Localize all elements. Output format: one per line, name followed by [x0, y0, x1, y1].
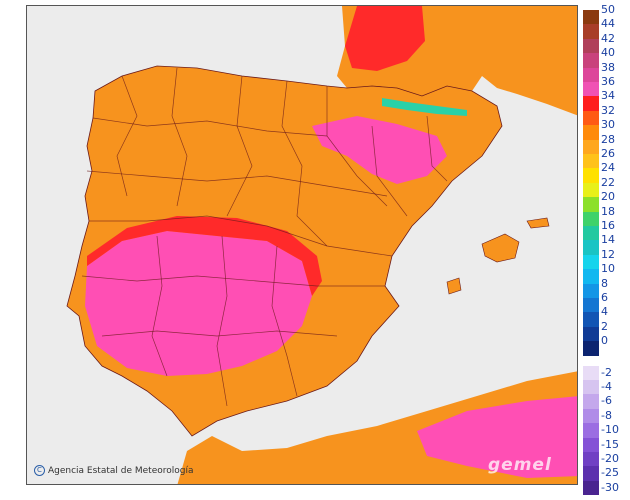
legend-swatch	[583, 38, 599, 54]
legend-label: 0	[601, 334, 608, 348]
legend-label: 42	[601, 31, 615, 45]
legend-swatch	[583, 283, 599, 298]
temperature-legend: 50 44 42 40 38 36 34 32 30 28 26 24 22 20 18 16 14 12 10 8 6…	[583, 4, 630, 496]
iberia-coastline	[66, 65, 503, 437]
province-border-line	[116, 75, 138, 197]
attribution: C Agencia Estatal de Meteorología	[34, 465, 194, 476]
legend-swatch	[583, 466, 599, 481]
legend-label: 20	[601, 190, 615, 204]
legend-swatch	[583, 139, 599, 154]
legend-label: 24	[601, 161, 615, 175]
map-canvas	[66, 6, 577, 484]
legend-swatch	[583, 211, 599, 226]
legend-label: 26	[601, 147, 615, 160]
province-border-line	[426, 115, 448, 182]
province-border-line	[81, 275, 385, 287]
southern-red-zone	[87, 216, 322, 296]
legend-label: 32	[601, 103, 615, 117]
pyrenees-cool-strip	[382, 98, 467, 116]
legend-label: -15	[601, 437, 619, 451]
legend-swatch	[583, 380, 599, 395]
ebro-extreme-zone	[312, 116, 447, 184]
copyright-icon: C	[34, 465, 45, 476]
legend-swatch	[583, 408, 599, 424]
province-border-line	[171, 67, 188, 207]
legend-swatch	[583, 182, 599, 198]
province-border-line	[281, 80, 328, 247]
province-border-line	[216, 235, 228, 407]
france-hot-zone	[345, 6, 425, 71]
legend-swatch	[583, 125, 599, 140]
province-border-line	[89, 215, 393, 257]
mallorca-island	[481, 233, 520, 263]
legend-swatch	[583, 254, 599, 270]
legend-label: 6	[601, 291, 608, 304]
attribution-text: Agencia Estatal de Meteorología	[48, 466, 194, 476]
legend-swatch	[583, 96, 599, 111]
ibiza-island	[446, 277, 462, 295]
legend-label: 14	[601, 233, 615, 247]
legend-swatch	[583, 312, 599, 327]
legend-swatch	[583, 53, 599, 68]
province-border-line	[326, 86, 388, 207]
province-border-line	[151, 235, 168, 377]
province-borders	[81, 67, 448, 407]
province-border-line	[226, 75, 253, 217]
province-border-line	[271, 245, 298, 397]
model-logo: gemel	[488, 455, 552, 475]
province-border-line	[371, 125, 408, 217]
legend-label: 34	[601, 89, 615, 103]
legend-label: 44	[601, 17, 615, 31]
legend-swatch	[583, 326, 599, 342]
legend-label: -6	[601, 394, 612, 408]
temperature-map	[26, 5, 578, 485]
menorca-island	[526, 217, 550, 229]
legend-swatch	[583, 437, 599, 452]
legend-swatch	[583, 452, 599, 467]
legend-swatch	[583, 365, 599, 380]
legend-swatch	[583, 423, 599, 438]
legend-label: -20	[601, 452, 619, 465]
legend-swatch	[583, 197, 599, 212]
legend-label: 12	[601, 247, 615, 261]
legend-label: 50	[601, 3, 615, 16]
legend-label: 22	[601, 175, 615, 189]
province-border-line	[92, 117, 328, 137]
province-border-line	[101, 330, 338, 337]
legend-swatch	[583, 67, 599, 82]
legend-swatch	[583, 298, 599, 313]
legend-label: 8	[601, 276, 608, 290]
legend-label: -2	[601, 365, 612, 379]
legend-label: 40	[601, 46, 615, 60]
legend-label: -10	[601, 423, 619, 437]
legend-swatch	[583, 226, 599, 241]
legend-label: -30	[601, 480, 619, 494]
andalusia-extreme-zone	[85, 231, 312, 376]
legend-label: 4	[601, 305, 608, 319]
legend-label: 38	[601, 60, 615, 74]
legend-label: -8	[601, 408, 612, 422]
legend-swatch	[583, 480, 599, 496]
legend-label: 16	[601, 219, 615, 232]
legend-swatch	[583, 24, 599, 39]
legend-swatch	[583, 269, 599, 284]
legend-label: 28	[601, 132, 615, 146]
legend-label: 18	[601, 204, 615, 218]
legend-label: 2	[601, 319, 608, 333]
legend-swatch	[583, 10, 599, 25]
legend-label: 10	[601, 262, 615, 276]
legend-swatch	[583, 154, 599, 169]
legend-swatch	[583, 394, 599, 409]
legend-label: 36	[601, 75, 615, 88]
legend-label: -4	[601, 380, 612, 393]
legend-label: -25	[601, 466, 619, 480]
legend-swatch	[583, 341, 599, 356]
legend-swatch	[583, 82, 599, 97]
legend-swatch	[583, 168, 599, 183]
legend-label: 30	[601, 118, 615, 132]
legend-swatch	[583, 110, 599, 126]
north-africa-hot-zone	[417, 396, 577, 478]
legend-swatch	[583, 240, 599, 255]
province-border-line	[86, 170, 388, 197]
